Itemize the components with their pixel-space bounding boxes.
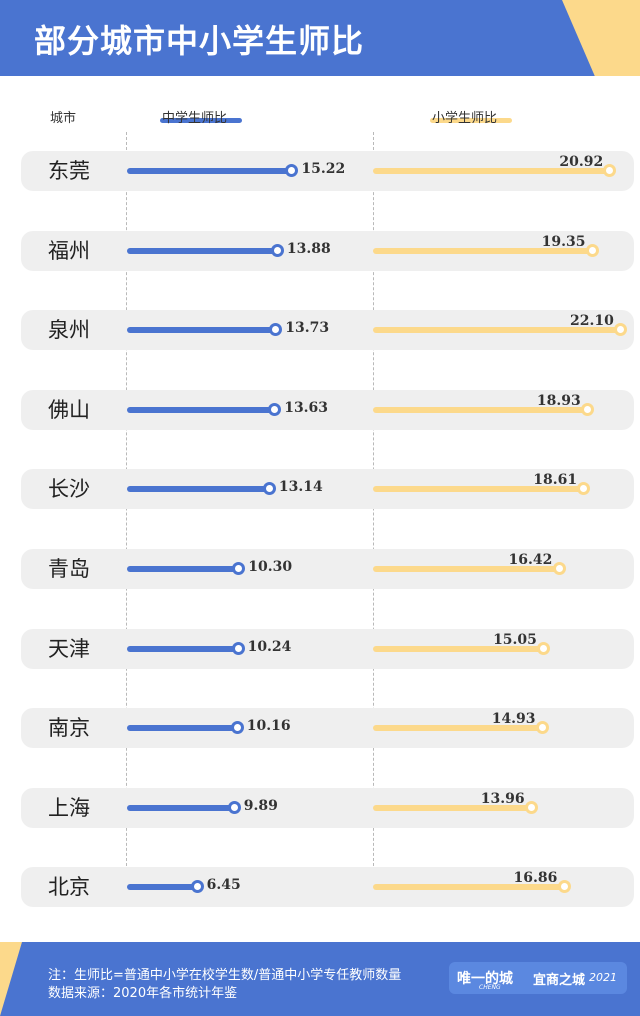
primary-ratio-label: 16.42: [508, 552, 553, 568]
primary-ratio-marker: [552, 562, 566, 575]
city-label: 青岛: [48, 557, 90, 581]
middle-ratio-bar: [127, 168, 292, 174]
guide-line-middle: [126, 132, 127, 906]
middle-ratio-label: 13.88: [286, 241, 331, 257]
middle-ratio-label: 15.22: [301, 161, 346, 177]
brand-year: 2021: [589, 971, 617, 984]
middle-ratio-bar: [127, 884, 197, 890]
primary-ratio-marker: [557, 880, 571, 893]
city-label: 东莞: [48, 159, 90, 183]
primary-ratio-marker: [603, 164, 617, 177]
middle-ratio-label: 10.24: [247, 639, 292, 655]
middle-ratio-marker: [227, 801, 241, 814]
middle-ratio-label: 13.14: [278, 479, 323, 495]
middle-ratio-label: 9.89: [243, 798, 278, 814]
primary-ratio-label: 19.35: [541, 234, 586, 250]
middle-ratio-bar: [127, 407, 275, 413]
page-title: 部分城市中小学生师比: [34, 22, 365, 60]
primary-ratio-bar: [373, 327, 620, 333]
footer-note: 注：生师比=普通中小学在校学生数/普通中小学专任教师数量: [48, 968, 402, 983]
city-label: 长沙: [48, 477, 90, 501]
middle-ratio-bar: [127, 486, 269, 492]
city-label: 天津: [48, 637, 90, 661]
city-label: 泉州: [48, 318, 90, 342]
middle-header-underline: [160, 118, 242, 123]
primary-header-underline: [430, 118, 512, 123]
primary-ratio-bar: [373, 805, 531, 811]
primary-ratio-label: 16.86: [513, 870, 558, 886]
column-header-city: 城市: [50, 111, 77, 126]
primary-ratio-bar: [373, 566, 559, 572]
middle-ratio-marker: [285, 164, 299, 177]
guide-line-primary: [373, 132, 374, 906]
city-label: 南京: [48, 716, 90, 740]
primary-ratio-label: 22.10: [570, 313, 614, 329]
middle-ratio-marker: [262, 482, 276, 495]
middle-ratio-marker: [269, 323, 283, 336]
middle-ratio-label: 6.45: [206, 877, 241, 893]
primary-ratio-marker: [577, 482, 591, 495]
primary-ratio-bar: [373, 407, 587, 413]
header-corner-decoration: [562, 0, 640, 76]
primary-ratio-bar: [373, 248, 592, 254]
header-banner: 部分城市中小学生师比: [0, 0, 640, 76]
primary-ratio-label: 20.92: [559, 154, 604, 170]
footer-source: 数据来源：2020年各市统计年鉴: [48, 986, 238, 1001]
middle-ratio-marker: [231, 642, 245, 655]
middle-ratio-label: 13.63: [284, 400, 329, 416]
middle-ratio-label: 13.73: [285, 320, 330, 336]
middle-ratio-bar: [127, 805, 234, 811]
primary-ratio-marker: [580, 403, 594, 416]
brand-logo: 唯一的城 CHENG 宜商之城 2021: [449, 962, 627, 994]
brand-main: 唯一的城: [457, 971, 513, 987]
middle-ratio-bar: [127, 327, 276, 333]
primary-ratio-bar: [373, 486, 584, 492]
primary-ratio-marker: [524, 801, 538, 814]
brand-secondary: 宜商之城: [533, 973, 586, 988]
column-header-primary: 小学生师比: [432, 111, 498, 126]
middle-ratio-bar: [127, 566, 239, 572]
middle-ratio-bar: [127, 248, 277, 254]
primary-ratio-label: 15.05: [493, 632, 537, 648]
primary-ratio-label: 14.93: [491, 711, 536, 727]
column-header-middle: 中学生师比: [162, 111, 228, 126]
primary-ratio-marker: [537, 642, 551, 655]
primary-ratio-bar: [373, 725, 542, 731]
chart-row: [21, 788, 634, 828]
primary-ratio-bar: [373, 884, 564, 890]
middle-ratio-marker: [190, 880, 204, 893]
primary-ratio-marker: [535, 721, 549, 734]
middle-ratio-bar: [127, 725, 237, 731]
middle-ratio-marker: [268, 403, 282, 416]
brand-sub: CHENG: [479, 984, 501, 991]
middle-ratio-label: 10.30: [248, 559, 293, 575]
middle-ratio-marker: [270, 244, 284, 257]
middle-ratio-label: 10.16: [246, 718, 291, 734]
city-label: 北京: [48, 875, 90, 899]
primary-ratio-bar: [373, 168, 610, 174]
middle-ratio-marker: [232, 562, 246, 575]
primary-ratio-marker: [585, 244, 599, 257]
primary-ratio-bar: [373, 646, 544, 652]
primary-ratio-label: 18.93: [536, 393, 581, 409]
city-label: 上海: [48, 796, 90, 820]
middle-ratio-marker: [230, 721, 244, 734]
primary-ratio-label: 18.61: [533, 472, 578, 488]
primary-ratio-label: 13.96: [480, 791, 525, 807]
footer-corner-decoration: [0, 942, 22, 1016]
middle-ratio-bar: [127, 646, 238, 652]
city-label: 福州: [48, 239, 90, 263]
city-label: 佛山: [48, 398, 90, 422]
primary-ratio-marker: [614, 323, 627, 336]
